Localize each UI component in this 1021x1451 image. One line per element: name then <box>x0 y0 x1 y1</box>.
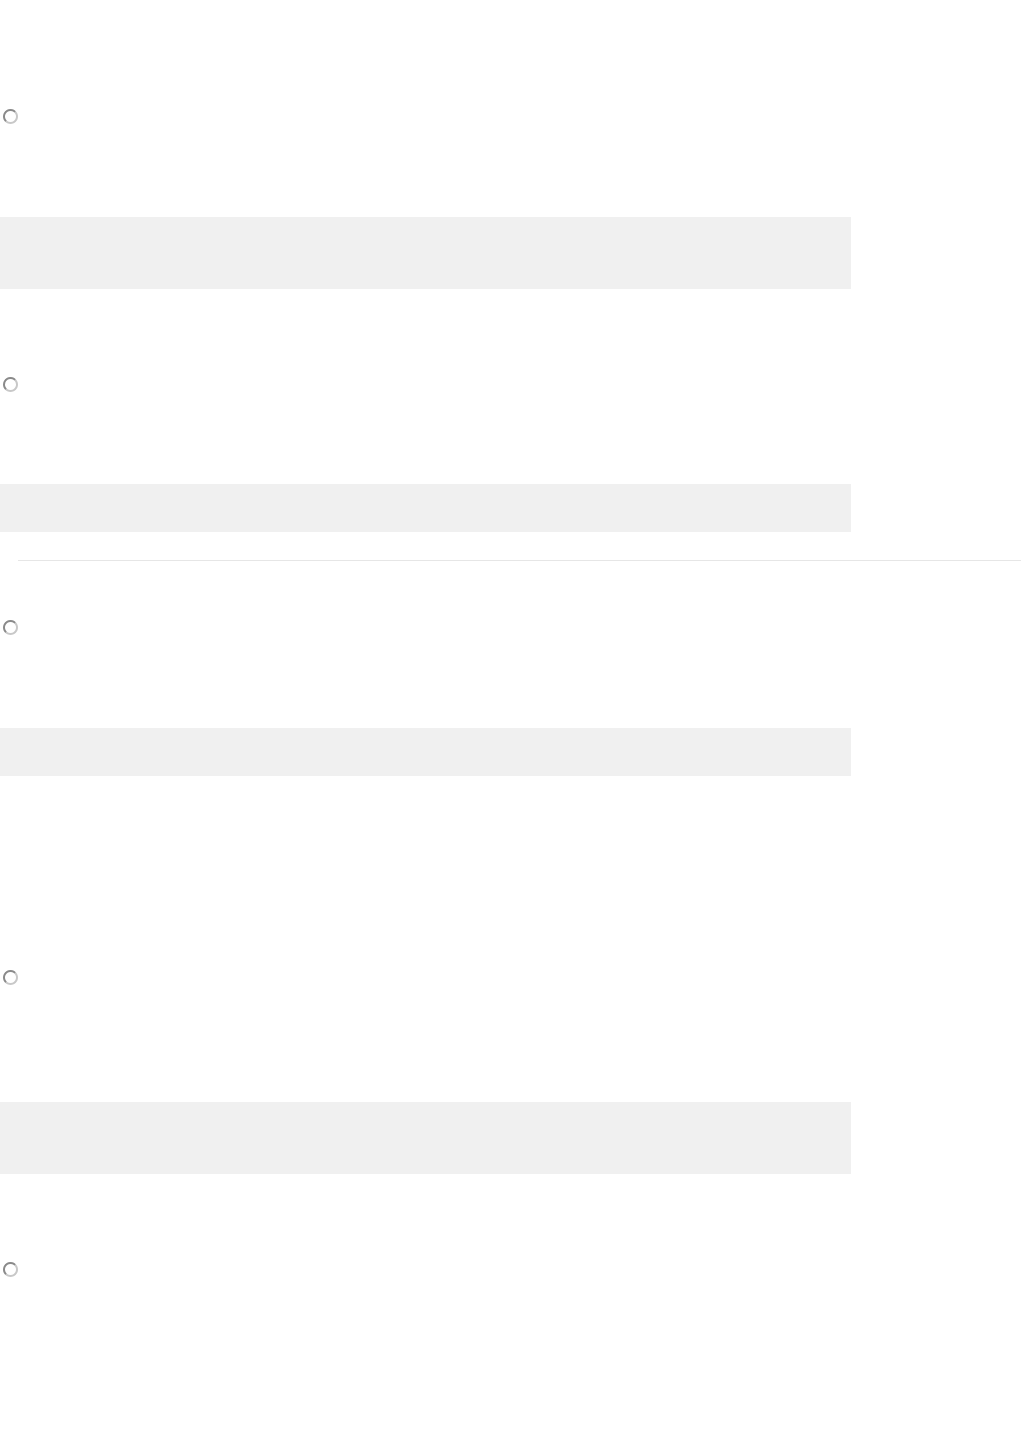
answer-field-4[interactable] <box>0 1102 851 1174</box>
radio-option-5[interactable] <box>3 1262 18 1277</box>
answer-field-2[interactable] <box>0 484 851 532</box>
answer-field-3[interactable] <box>0 728 851 776</box>
form-page <box>0 109 1021 1451</box>
section-divider <box>18 560 1021 561</box>
radio-option-2[interactable] <box>3 377 18 392</box>
radio-option-1[interactable] <box>3 109 18 124</box>
radio-option-4[interactable] <box>3 970 18 985</box>
answer-field-1[interactable] <box>0 217 851 289</box>
radio-option-3[interactable] <box>3 620 18 635</box>
